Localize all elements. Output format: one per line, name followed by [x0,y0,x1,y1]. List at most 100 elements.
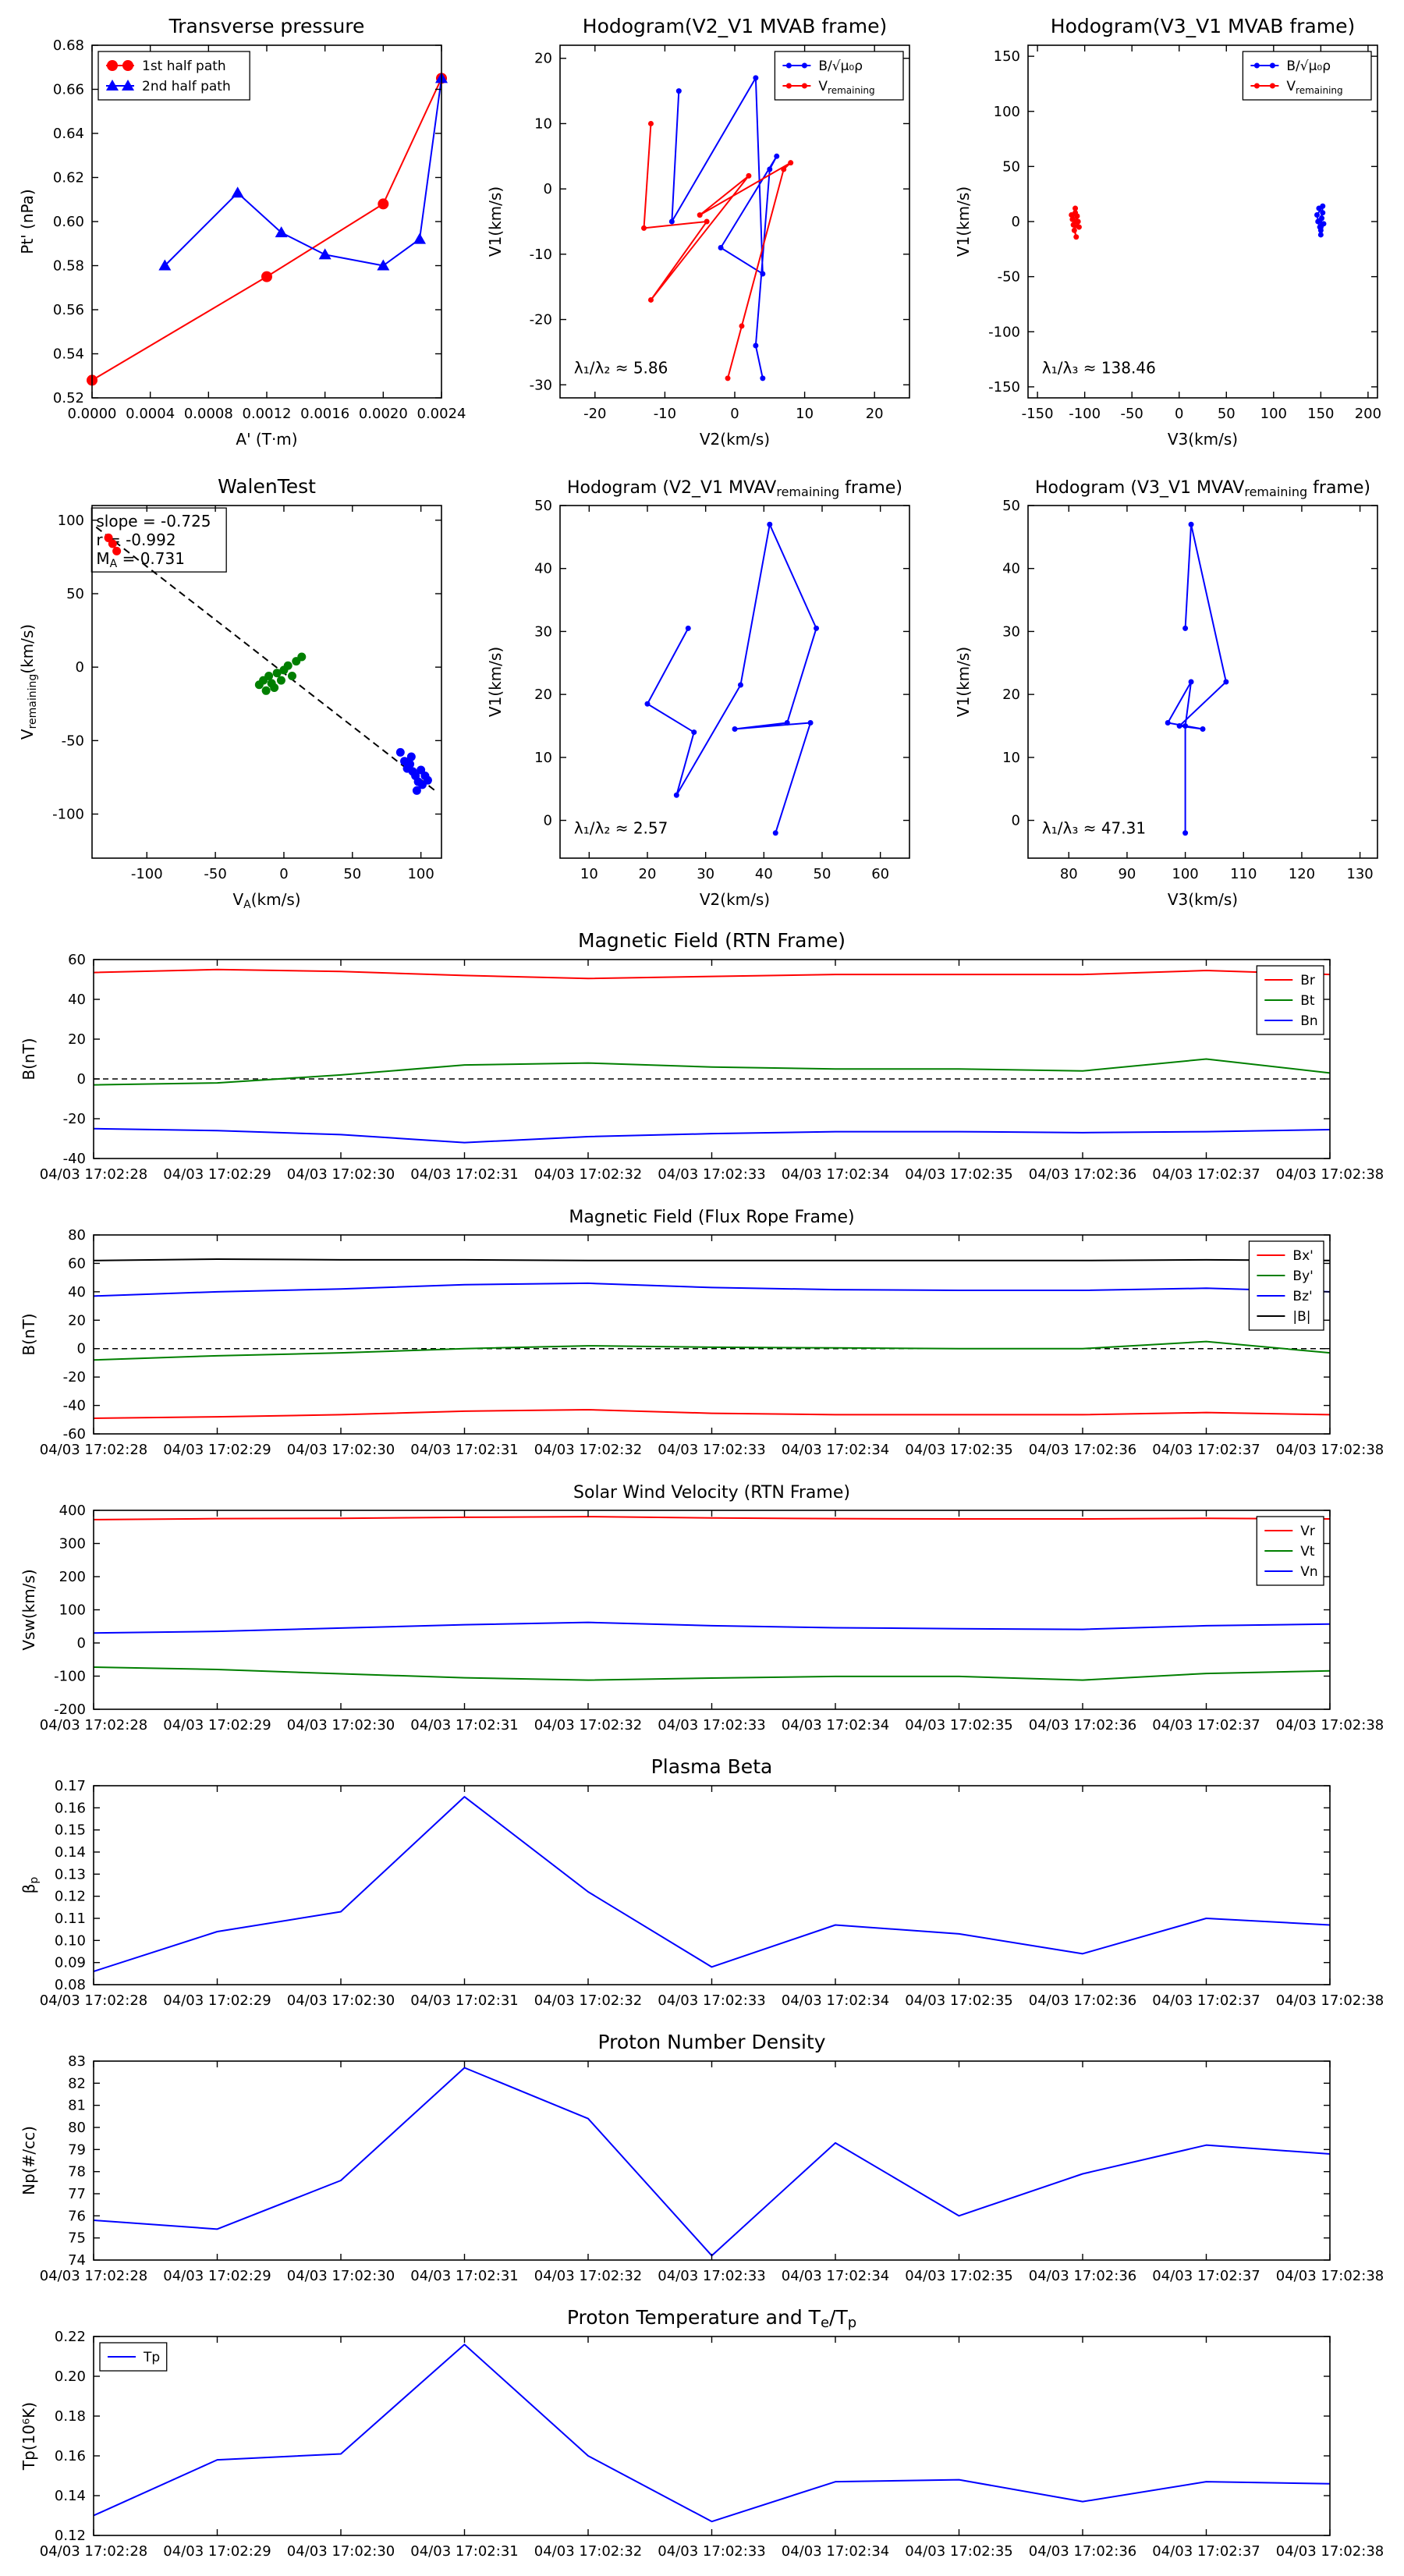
svg-text:2nd half path: 2nd half path [142,79,231,94]
svg-text:A' (T·m): A' (T·m) [236,430,297,449]
svg-text:βp: βp [20,1877,41,1894]
svg-text:04/03 17:02:28: 04/03 17:02:28 [40,1442,147,1458]
svg-text:100: 100 [58,513,84,529]
chart-transverse-pressure: 0.0000 0.0004 0.0008 0.0012 0.0016 0.0020 0.00… [0,0,468,460]
svg-text:0.0008: 0.0008 [184,406,233,422]
svg-text:WalenTest: WalenTest [218,475,316,498]
chart-solar-wind-velocity: 04/03 17:02:28 04/03 17:02:29 04/03 17:02:… [0,1471,1404,1747]
svg-text:Tp: Tp [143,2350,160,2365]
svg-text:40: 40 [68,1284,86,1300]
svg-text:04/03 17:02:37: 04/03 17:02:37 [1152,2268,1260,2284]
svg-text:04/03 17:02:38: 04/03 17:02:38 [1276,1717,1384,1733]
svg-text:90: 90 [1118,866,1136,882]
svg-text:50: 50 [1002,498,1020,514]
svg-text:V2(km/s): V2(km/s) [700,430,770,449]
svg-text:-40: -40 [63,1398,86,1414]
svg-text:10: 10 [1002,750,1020,766]
svg-text:80: 80 [68,2120,86,2136]
svg-text:Plasma Beta: Plasma Beta [651,1755,773,1778]
svg-text:Hodogram(V3_V1 MVAB frame): Hodogram(V3_V1 MVAB frame) [1051,15,1355,37]
svg-text:20: 20 [639,866,657,882]
svg-text:04/03 17:02:30: 04/03 17:02:30 [287,2268,395,2284]
svg-text:1st half path: 1st half path [142,59,226,74]
svg-text:50: 50 [66,586,84,602]
svg-text:0.08: 0.08 [55,1977,86,1993]
svg-text:04/03 17:02:35: 04/03 17:02:35 [905,2543,1012,2560]
svg-text:-50: -50 [998,269,1020,286]
svg-text:0.14: 0.14 [55,2488,86,2504]
svg-text:10: 10 [534,115,552,132]
chart-hodogram-v2v1-mvab: λ₁/λ₂ ≈ 5.86 -20 -10 0 10 20 -30 -20 -10 0 10 20 Hod… [468,0,936,460]
svg-text:-60: -60 [63,1426,86,1442]
svg-text:04/03 17:02:31: 04/03 17:02:31 [410,1717,518,1733]
chart-magnetic-field-flux-rope: 04/03 17:02:28 04/03 17:02:29 04/03 17:02:… [0,1196,1404,1471]
svg-text:0: 0 [77,1071,86,1088]
svg-text:Br: Br [1300,973,1315,988]
svg-text:150: 150 [994,48,1020,65]
svg-text:04/03 17:02:28: 04/03 17:02:28 [40,2543,147,2560]
svg-text:B/√μ₀ρ: B/√μ₀ρ [818,59,863,74]
svg-text:100: 100 [59,1602,86,1619]
svg-text:0: 0 [544,181,552,197]
svg-text:Proton Number Density: Proton Number Density [598,2031,826,2053]
svg-text:04/03 17:02:38: 04/03 17:02:38 [1276,2268,1384,2284]
svg-text:04/03 17:02:37: 04/03 17:02:37 [1152,2543,1260,2560]
svg-text:Magnetic Field (Flux Rope Fram: Magnetic Field (Flux Rope Frame) [569,1208,854,1227]
svg-text:0: 0 [76,659,84,676]
chart-hodogram-v2v1-mvav: λ₁/λ₂ ≈ 2.57 10 20 30 40 50 60 0 10 20 30 40 50 Hodog… [468,460,936,921]
chart-hodogram-v3v1-mvab: λ₁/λ₃ ≈ 138.46 -150 -100 -50 0 50 100 150 200 -15… [936,0,1404,460]
svg-text:0.12: 0.12 [55,2528,86,2544]
svg-text:04/03 17:02:34: 04/03 17:02:34 [782,2543,889,2560]
chart-plasma-beta: 04/03 17:02:28 04/03 17:02:29 04/03 17:02:… [0,1747,1404,2022]
svg-text:0.13: 0.13 [55,1866,86,1882]
svg-text:λ₁/λ₂ ≈ 2.57: λ₁/λ₂ ≈ 2.57 [574,818,668,837]
svg-text:04/03 17:02:31: 04/03 17:02:31 [410,2268,518,2284]
svg-text:Magnetic Field (RTN Frame): Magnetic Field (RTN Frame) [578,929,846,952]
svg-text:20: 20 [1002,687,1020,703]
svg-text:300: 300 [59,1536,86,1552]
svg-text:-150: -150 [988,379,1020,396]
svg-text:0.58: 0.58 [53,258,84,275]
svg-text:Vt: Vt [1300,1544,1315,1559]
svg-text:75: 75 [68,2230,86,2247]
svg-text:04/03 17:02:35: 04/03 17:02:35 [905,2268,1012,2284]
svg-text:0: 0 [730,406,739,422]
svg-text:B(nT): B(nT) [20,1313,38,1355]
svg-text:04/03 17:02:33: 04/03 17:02:33 [658,1166,765,1183]
svg-text:V1(km/s): V1(km/s) [954,647,973,717]
svg-text:0.54: 0.54 [53,346,84,363]
svg-text:81: 81 [68,2098,86,2114]
svg-text:-40: -40 [63,1151,86,1167]
svg-text:50: 50 [1218,406,1236,422]
svg-text:λ₁/λ₃ ≈ 47.31: λ₁/λ₃ ≈ 47.31 [1042,818,1146,837]
svg-text:0: 0 [279,866,288,882]
svg-text:-10: -10 [654,406,676,422]
svg-text:20: 20 [866,406,884,422]
svg-text:83: 83 [68,2053,86,2070]
svg-text:50: 50 [814,866,831,882]
svg-text:0: 0 [77,1635,86,1652]
svg-text:20: 20 [534,687,552,703]
svg-text:110: 110 [1230,866,1257,882]
svg-text:04/03 17:02:28: 04/03 17:02:28 [40,2268,147,2284]
svg-text:04/03 17:02:34: 04/03 17:02:34 [782,1442,889,1458]
svg-text:50: 50 [343,866,361,882]
chart-proton-temperature: 04/03 17:02:28 04/03 17:02:29 04/03 17:02:… [0,2297,1404,2573]
svg-text:04/03 17:02:37: 04/03 17:02:37 [1152,1442,1260,1458]
svg-text:40: 40 [1002,561,1020,577]
svg-text:-100: -100 [54,1669,86,1685]
svg-text:130: 130 [1346,866,1373,882]
svg-text:Vremaining: Vremaining [1286,79,1342,96]
svg-text:04/03 17:02:36: 04/03 17:02:36 [1029,1166,1136,1183]
svg-text:04/03 17:02:38: 04/03 17:02:38 [1276,1166,1384,1183]
svg-text:20: 20 [68,1312,86,1329]
svg-text:74: 74 [68,2252,86,2269]
svg-text:50: 50 [534,498,552,514]
svg-text:20: 20 [534,51,552,67]
svg-text:0.0020: 0.0020 [359,406,408,422]
svg-text:Vn: Vn [1300,1564,1317,1580]
svg-text:0.10: 0.10 [55,1932,86,1949]
svg-text:-50: -50 [62,733,84,749]
svg-text:-50: -50 [204,866,226,882]
svg-text:04/03 17:02:28: 04/03 17:02:28 [40,1166,147,1183]
